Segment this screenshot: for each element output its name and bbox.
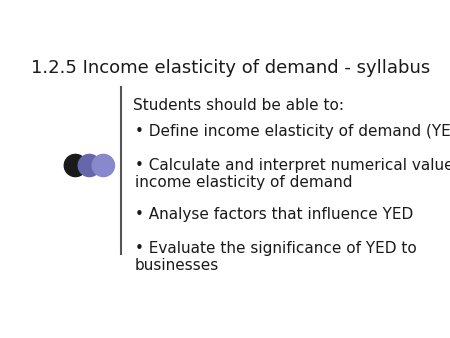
- Text: • Analyse factors that influence YED: • Analyse factors that influence YED: [135, 207, 413, 222]
- Text: • Calculate and interpret numerical values of
income elasticity of demand: • Calculate and interpret numerical valu…: [135, 158, 450, 190]
- Text: 1.2.5 Income elasticity of demand - syllabus: 1.2.5 Income elasticity of demand - syll…: [31, 59, 430, 77]
- Ellipse shape: [92, 154, 114, 176]
- Text: • Evaluate the significance of YED to
businesses: • Evaluate the significance of YED to bu…: [135, 241, 416, 273]
- Text: • Define income elasticity of demand (YED): • Define income elasticity of demand (YE…: [135, 124, 450, 139]
- Text: Students should be able to:: Students should be able to:: [133, 98, 344, 113]
- Ellipse shape: [78, 154, 100, 176]
- Ellipse shape: [64, 154, 86, 176]
